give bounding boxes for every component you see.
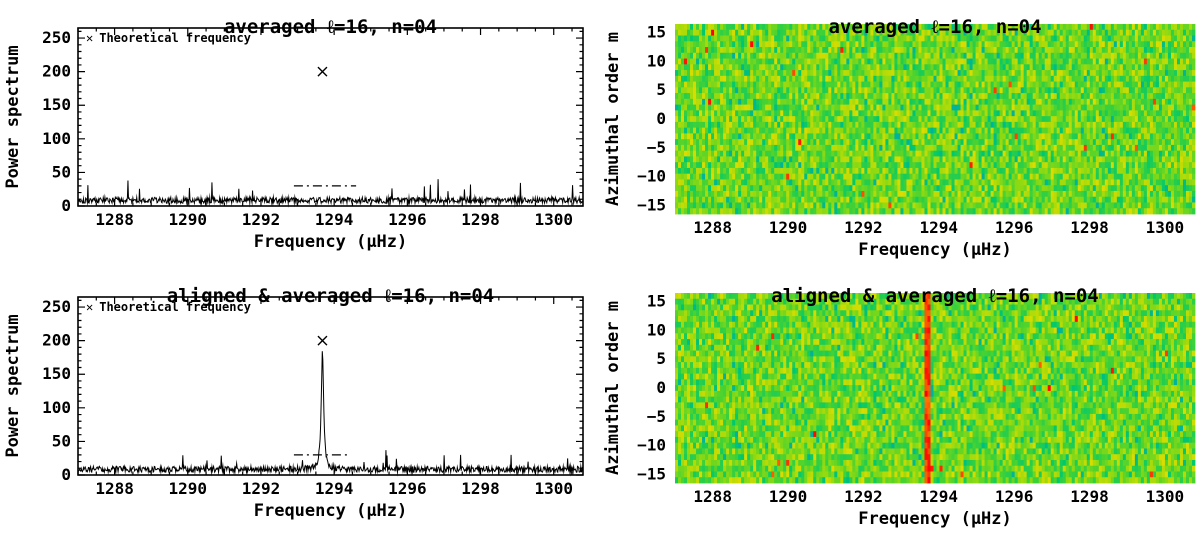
panel-averaged-power-spectrum: averaged ℓ=16, n=04 Power spectrum ✕ Theo…	[0, 0, 595, 269]
y-axis-label: Azimuthal order m	[603, 301, 623, 475]
x-marker-icon: ✕	[86, 31, 94, 45]
chart-title: averaged ℓ=16, n=04	[828, 15, 1042, 38]
legend: ✕ Theoretical frequency	[86, 300, 251, 314]
chart-title: aligned & averaged ℓ=16, n=04	[771, 284, 1099, 307]
panel-averaged-heatmap: averaged ℓ=16, n=04 Azimuthal order m Fr…	[598, 0, 1200, 269]
legend-label: Theoretical frequency	[99, 31, 251, 45]
m-nu-heatmap-canvas	[598, 269, 1200, 538]
x-axis-label: Frequency (μHz)	[253, 232, 408, 252]
y-axis-label: Azimuthal order m	[603, 32, 623, 206]
x-axis-label: Frequency (μHz)	[858, 240, 1012, 260]
power-spectrum-canvas	[0, 269, 595, 538]
chart-title: averaged ℓ=16, n=04	[223, 15, 438, 38]
x-axis-label: Frequency (μHz)	[858, 509, 1012, 529]
panel-aligned-heatmap: aligned & averaged ℓ=16, n=04 Azimuthal …	[598, 269, 1200, 539]
y-axis-label: Power spectrum	[3, 45, 23, 189]
m-nu-heatmap-canvas	[598, 0, 1200, 269]
power-spectrum-canvas	[0, 0, 595, 269]
panel-aligned-power-spectrum: aligned & averaged ℓ=16, n=04 Power spec…	[0, 269, 595, 539]
x-axis-label: Frequency (μHz)	[253, 501, 408, 521]
legend: ✕ Theoretical frequency	[86, 31, 251, 45]
legend-label: Theoretical frequency	[99, 300, 251, 314]
y-axis-label: Power spectrum	[3, 314, 23, 458]
x-marker-icon: ✕	[86, 300, 94, 314]
chart-title: aligned & averaged ℓ=16, n=04	[166, 284, 495, 307]
